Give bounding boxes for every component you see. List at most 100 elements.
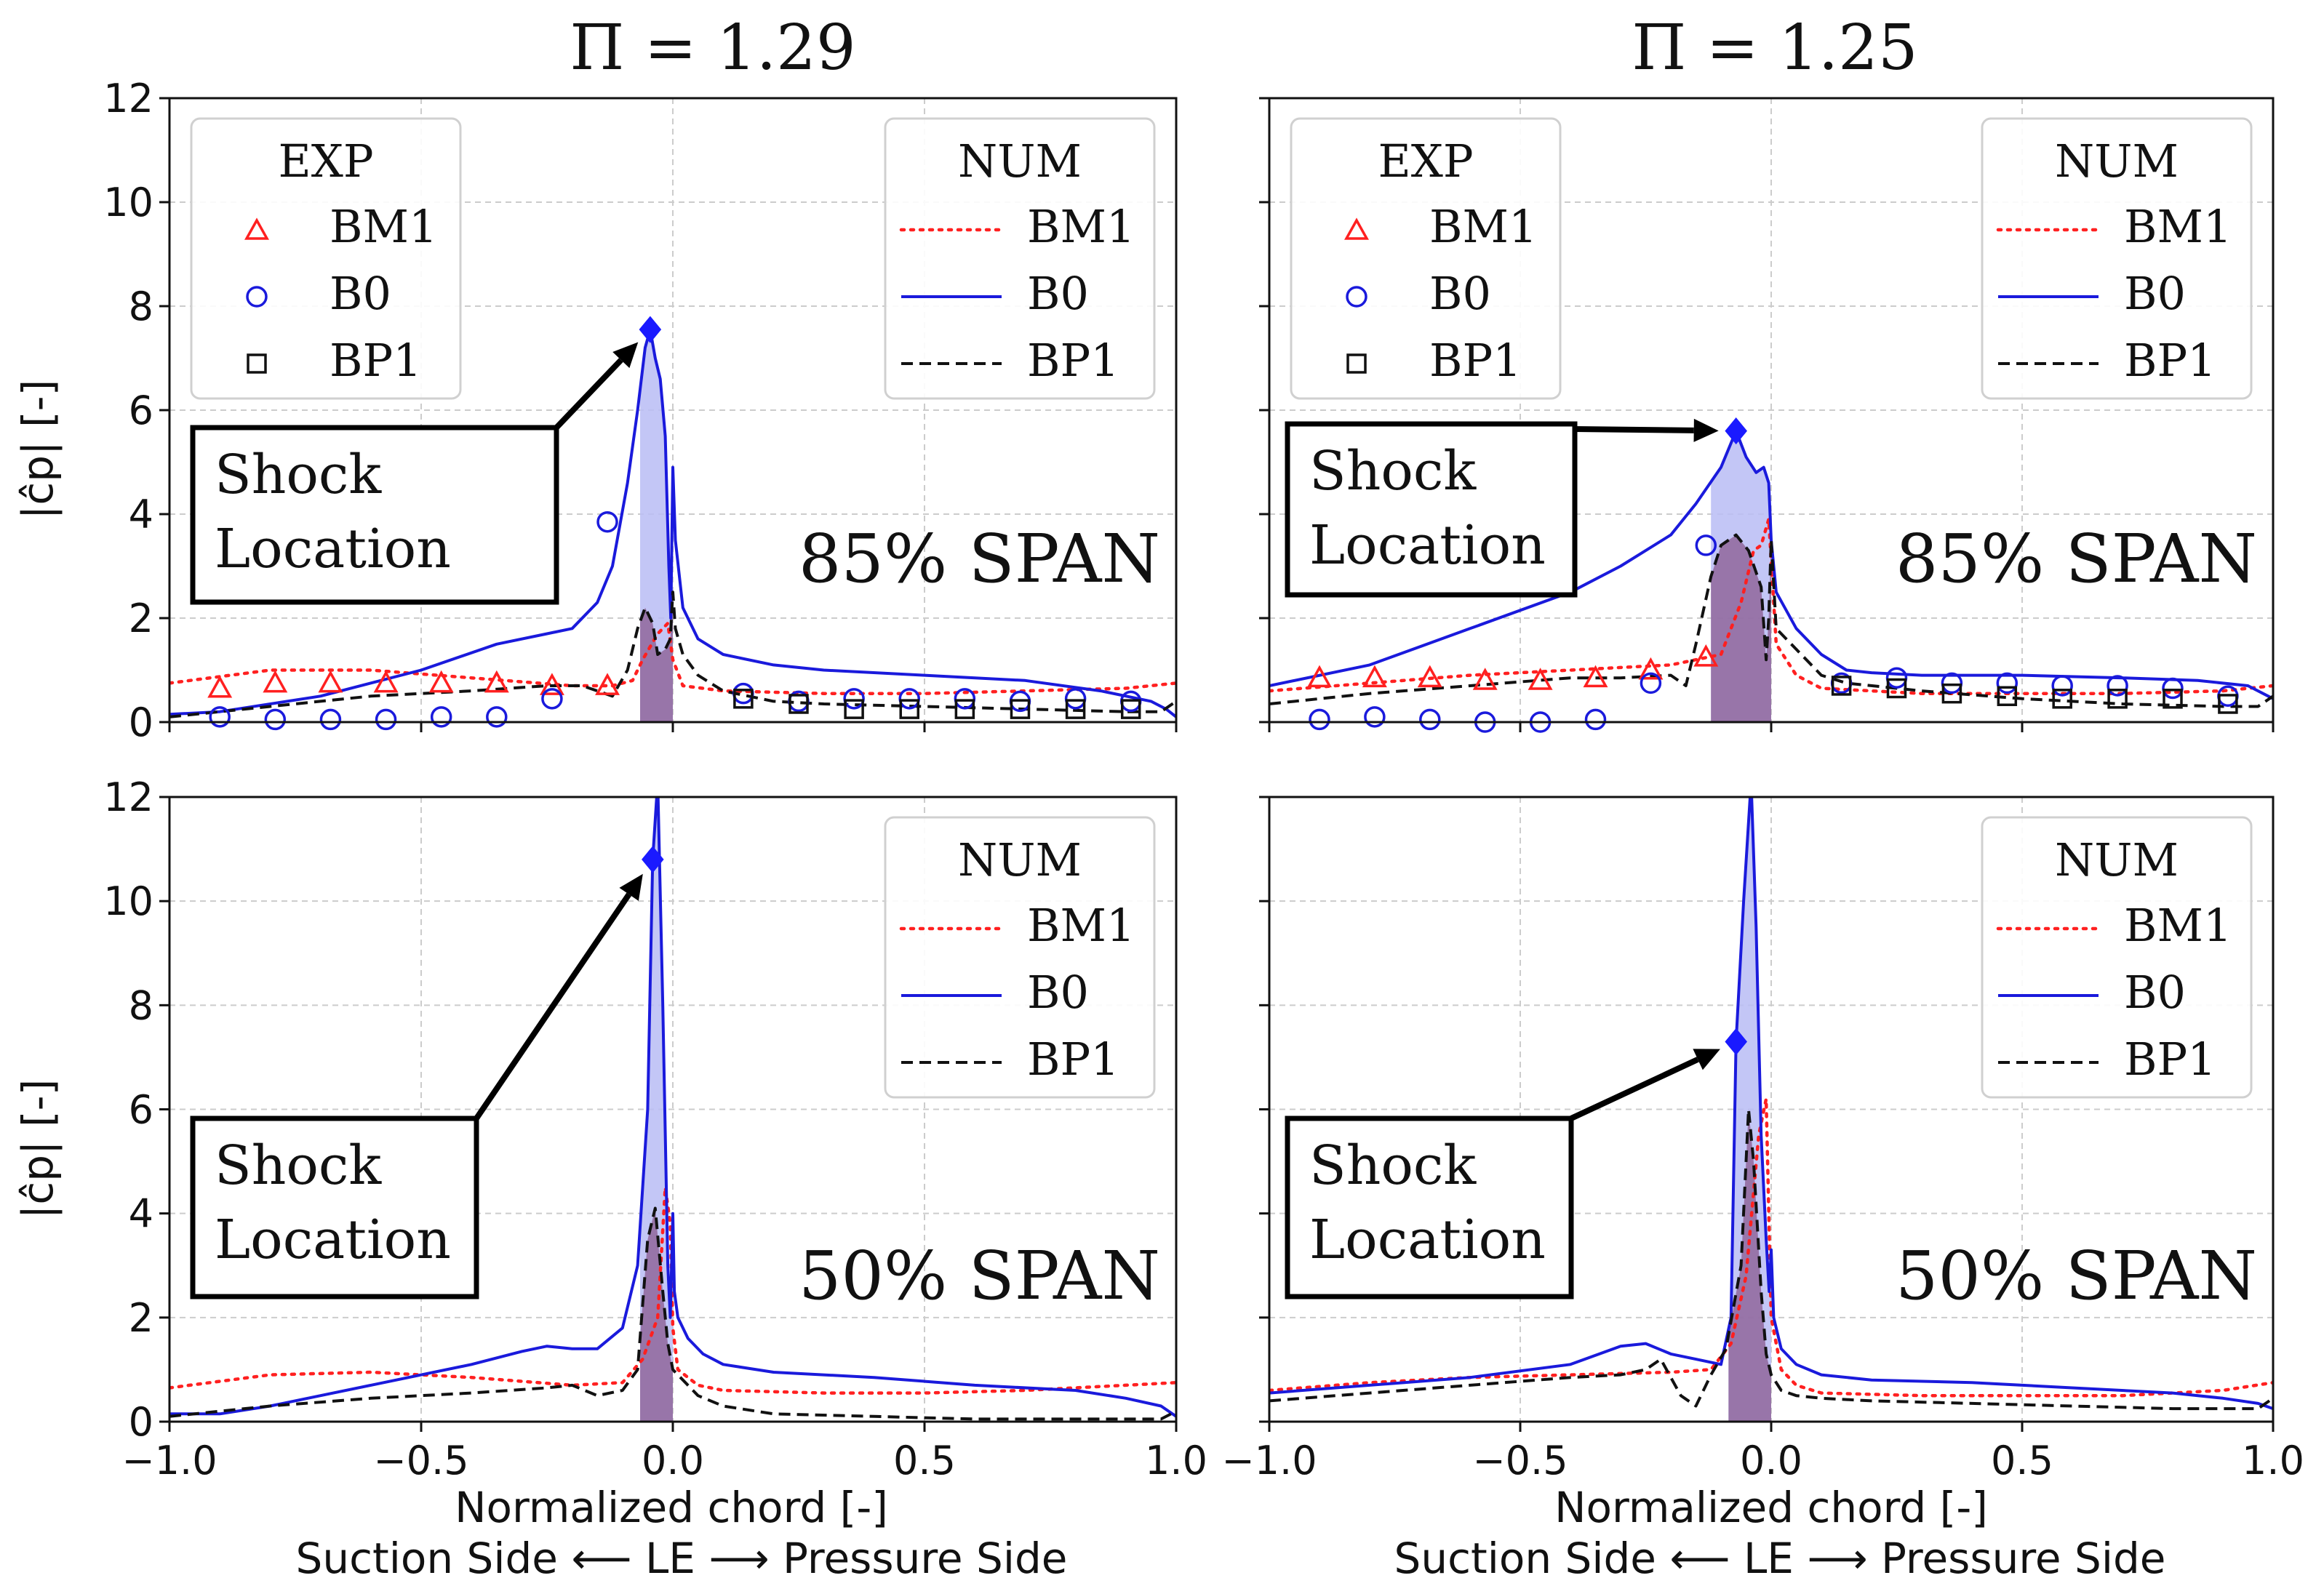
legend-num-item: BM1 (2124, 200, 2232, 253)
x-tick-label: −1.0 (121, 1438, 217, 1483)
exp-marker-bp1 (1120, 699, 1141, 719)
exp-marker-bm1 (539, 673, 564, 695)
span-label: 50% SPAN (799, 1237, 1160, 1315)
legend-num-title: NUM (2055, 135, 2179, 188)
exp-marker-b0 (2051, 675, 2073, 697)
legend-num-box (1981, 816, 2253, 1099)
exp-marker-bp1 (2163, 689, 2183, 709)
shock-marker (639, 316, 662, 343)
x-axis-sublabel-right: Suction Side ⟵ LE ⟶ Pressure Side (1394, 1534, 2166, 1583)
exp-marker-bm1 (1638, 657, 1664, 680)
exp-marker-b0 (898, 688, 920, 710)
exp-marker-bm1 (263, 670, 288, 693)
exp-marker-bp1 (788, 694, 809, 714)
y-tick-label: 2 (129, 1295, 153, 1341)
x-tick-label: 0.0 (1740, 1438, 1802, 1483)
y-tick-label: 0 (129, 700, 153, 745)
legend-exp-item: BM1 (330, 200, 438, 253)
chart-panel-top-left: 0 2 4 6 8 10 12 85% SPAN EXP BM1 B0 BP1 NUM BM1 B0 BP1 S… (103, 76, 1178, 745)
span-label: 85% SPAN (1896, 520, 2257, 598)
x-axis-label-right: Normalized chord [-] (1554, 1483, 1988, 1532)
exp-marker-bp1 (1010, 699, 1031, 719)
legend-num-item: BP1 (1027, 334, 1119, 387)
chart-panel-bottom-left: −1.0 −0.5 0.0 0.5 1.0 0 2 4 6 8 10 12 50% SPAN NUM BM1… (103, 774, 1207, 1483)
x-tick-label: 0.5 (1991, 1438, 2053, 1483)
y-tick-label: 2 (129, 596, 153, 641)
chart-panel-top-right: 85% SPAN EXP BM1 B0 BP1 NUM BM1 B0 BP1 Shock Locat… (1259, 97, 2275, 733)
shock-region-overlap-fill (640, 592, 673, 722)
shock-annotation-line2: Location (1309, 514, 1546, 577)
legend-exp-item: BP1 (1429, 334, 1522, 387)
legend-exp-item: BM1 (1429, 200, 1538, 253)
shock-annotation-line1: Shock (215, 444, 382, 506)
exp-marker-b0 (319, 708, 342, 731)
shock-marker (642, 846, 664, 873)
legend-num-item: BP1 (2124, 1033, 2216, 1086)
series-line-b0 (1269, 429, 2273, 700)
exp-marker-bm1 (1472, 668, 1498, 690)
y-tick-label: 10 (103, 180, 153, 225)
x-tick-label: −1.0 (1221, 1438, 1317, 1483)
exp-marker-bm1 (1693, 644, 1719, 667)
span-label: 50% SPAN (1896, 1237, 2257, 1315)
exp-marker-b0 (2162, 677, 2184, 700)
exp-marker-b0 (1419, 708, 1441, 731)
exp-marker-bm1 (595, 673, 620, 695)
exp-marker-bm1 (318, 670, 343, 693)
exp-marker-bp1 (1941, 683, 1962, 704)
legend-num-item: B0 (1027, 966, 1089, 1019)
exp-marker-bp1 (899, 699, 919, 719)
shock-region-overlap-fill (1711, 534, 1771, 722)
legend-exp-item: B0 (1429, 267, 1491, 320)
x-tick-label: −0.5 (1472, 1438, 1568, 1483)
exp-marker-bp1 (2052, 689, 2072, 709)
exp-marker-bp1 (2107, 689, 2128, 709)
series-line-b0 (169, 797, 1176, 1418)
shock-annotation-box (190, 1116, 479, 1299)
exp-marker-b0 (209, 706, 231, 728)
legend-exp-marker-bm1 (1344, 217, 1369, 240)
exp-marker-bp1 (844, 699, 864, 719)
legend-exp-marker-bp1 (247, 353, 267, 374)
shock-marker (1725, 1028, 1747, 1056)
exp-marker-b0 (1064, 688, 1087, 710)
y-tick-label: 6 (129, 388, 153, 433)
exp-marker-bm1 (373, 670, 399, 693)
shock-region-overlap-fill (1728, 1109, 1771, 1422)
exp-marker-bp1 (733, 689, 754, 709)
shock-annotation-box (1285, 421, 1578, 598)
legend-exp-marker-b0 (1346, 286, 1367, 308)
shock-arrow-shaft (1570, 1057, 1699, 1121)
exp-marker-bm1 (1583, 665, 1608, 688)
exp-marker-bp1 (1831, 676, 1852, 696)
legend-num-item: B0 (2124, 966, 2186, 1019)
exp-marker-b0 (486, 706, 508, 728)
shock-arrow-shaft (554, 358, 623, 430)
exp-marker-bm1 (1362, 665, 1387, 688)
exp-marker-b0 (1695, 534, 1717, 556)
exp-marker-b0 (1364, 706, 1386, 728)
shock-arrow-shaft (1574, 426, 1694, 433)
exp-marker-b0 (843, 688, 865, 710)
exp-marker-bm1 (484, 670, 509, 693)
legend-num-title: NUM (958, 135, 1082, 188)
legend-exp-box (1290, 117, 1562, 400)
legend-exp-title: EXP (278, 135, 373, 188)
y-tick-label: 0 (129, 1399, 153, 1445)
legend-exp-title: EXP (1378, 135, 1473, 188)
shock-arrow-head (612, 342, 639, 369)
series-line-bp1 (1269, 533, 2273, 708)
series-line-bm1 (169, 1185, 1176, 1395)
shock-annotation-box (190, 425, 559, 605)
legend-num-item: BM1 (2124, 899, 2232, 952)
exp-marker-bp1 (954, 699, 975, 719)
shock-arrow-head (619, 873, 643, 901)
legend-num-title: NUM (2055, 833, 2179, 886)
y-tick-label: 10 (103, 878, 153, 924)
shock-annotation-line2: Location (1309, 1209, 1546, 1271)
shock-arrow-head (1693, 418, 1719, 442)
x-tick-label: −0.5 (373, 1438, 468, 1483)
y-tick-label: 4 (129, 492, 153, 537)
y-axis-label-bottom: |ĉp| [-] (13, 1079, 63, 1219)
exp-marker-bm1 (1417, 665, 1442, 688)
